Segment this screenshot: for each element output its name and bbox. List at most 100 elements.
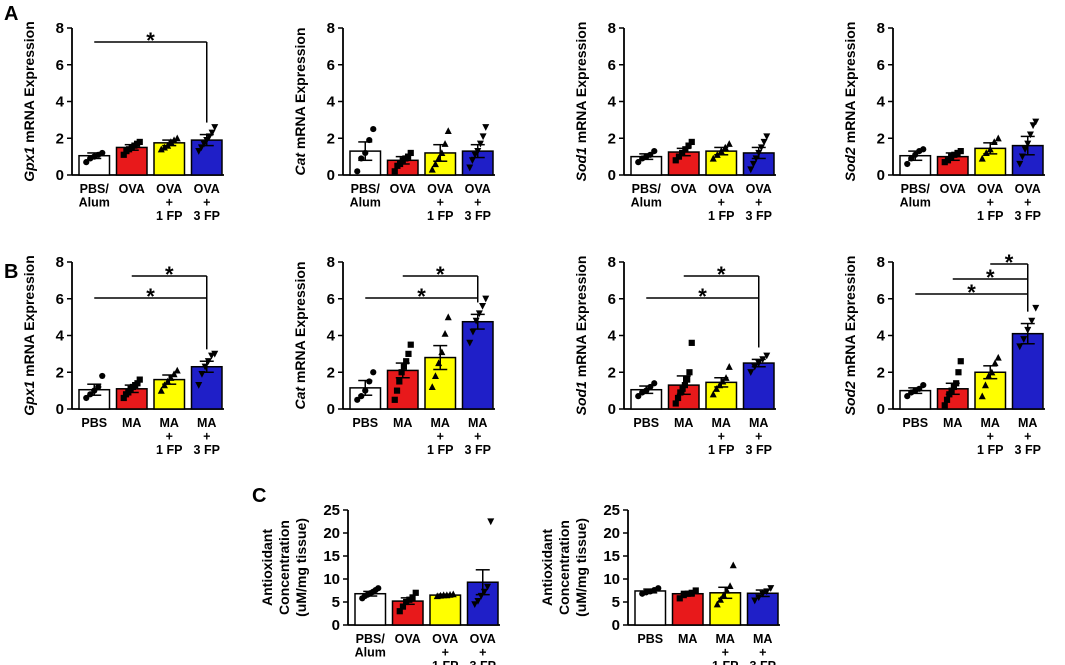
a3-data-point [688, 138, 695, 146]
b1-data-point [160, 381, 168, 389]
a1-data-point [160, 143, 168, 151]
a3-y-label-suffix: mRNA Expression [573, 22, 589, 148]
b4-bar [1011, 332, 1044, 410]
c2-category-label: PBS [637, 632, 663, 646]
b4-y-tick-label: 8 [877, 254, 885, 271]
a3-data-point [752, 155, 760, 163]
c1-category-label: OVA [432, 632, 458, 646]
b2-data-point [400, 363, 407, 370]
b4-category-label: MA [981, 416, 1000, 430]
a2-data-point [468, 157, 476, 164]
c2-y-tick-label: 5 [612, 594, 620, 611]
a3-gene-name: Sod1 [573, 147, 589, 181]
c1-category-label: 1 FP [432, 659, 458, 665]
b4-data-point [953, 380, 960, 387]
b1-category-label: PBS [81, 416, 107, 430]
c2-y-axis-label-line: (uM/mg tissue) [573, 518, 589, 617]
b1-data-point [201, 363, 209, 371]
b2-y-axis-label: Cat mRNA Expression [292, 261, 308, 409]
a4-category-label: + [987, 196, 994, 210]
a3-category-label: PBS/ [632, 182, 662, 196]
b2-data-point [466, 339, 474, 347]
b4-data-point [950, 383, 957, 391]
a1-data-point [120, 151, 127, 158]
c2-data-point [726, 582, 734, 589]
b4-gene-name: Sod2 [842, 381, 858, 415]
a4-category-label: 3 FP [1015, 209, 1041, 223]
a1-data-point [203, 136, 211, 144]
b3-sig-star: * [717, 262, 726, 287]
c2-data-point [692, 587, 699, 594]
c1-category-label: PBS/ [356, 632, 386, 646]
b4-y-tick-label: 0 [877, 401, 885, 418]
a1-category-label: 1 FP [156, 209, 182, 223]
a1-data-point [167, 138, 175, 146]
c2-y-tick-label: 15 [603, 548, 620, 565]
a2-data-point [396, 160, 404, 168]
b3-gene-name: Sod1 [573, 381, 589, 415]
a4-y-tick-label: 6 [877, 57, 885, 74]
c1-y-axis-label-line: (uM/mg tissue) [293, 518, 309, 617]
a3-data-point [675, 153, 683, 160]
b2-y-tick-label: 8 [327, 254, 335, 271]
a4-category-label: PBS/ [901, 182, 931, 196]
b4-y-tick-label: 4 [877, 328, 886, 345]
c1-data-point [480, 588, 488, 596]
b3-data-point [712, 385, 720, 392]
b3-y-axis-label: Sod1 mRNA Expression [573, 256, 589, 416]
c1-category-label: + [442, 646, 449, 660]
b1-y-label-suffix: mRNA Expression [21, 255, 37, 381]
b3-category-label: + [718, 430, 725, 444]
b1-data-point [99, 372, 106, 380]
a2-data-point [438, 149, 446, 157]
c2-y-axis-label-line: Concentration [556, 520, 572, 615]
a4-category-label: OVA [940, 182, 966, 196]
a4-data-point [994, 134, 1002, 142]
a1-data-point [157, 145, 165, 153]
c2-data-point [680, 592, 687, 599]
b4-data-point [920, 382, 927, 389]
a1-sig-star: * [146, 28, 155, 53]
b2-category-label: MA [431, 416, 450, 430]
b3-data-point [755, 359, 763, 367]
a3-y-tick-label: 6 [608, 57, 616, 74]
b4-data-point [946, 391, 953, 398]
b3-data-point [677, 389, 684, 396]
a2-category-label: OVA [465, 182, 491, 196]
b2-data-point [405, 350, 412, 357]
c2-data-point [713, 600, 721, 608]
b2-data-point [396, 378, 403, 385]
b4-data-point [955, 369, 962, 376]
c1-data-point [375, 585, 382, 592]
a2-data-point [362, 149, 369, 157]
b3-data-point [651, 380, 658, 387]
a2-data-point [466, 164, 474, 172]
b2-data-point [354, 396, 361, 403]
a3-category-label: OVA [746, 182, 772, 196]
a4-y-tick-label: 4 [877, 94, 886, 111]
b1-y-tick-label: 6 [56, 291, 64, 308]
a3-y-tick-label: 2 [608, 130, 616, 147]
a3-data-point [672, 157, 679, 164]
c1-y-tick-label: 25 [323, 502, 340, 519]
a4-bar [1011, 144, 1044, 176]
a4-category-label: OVA [977, 182, 1003, 196]
a4-data-point [944, 157, 952, 164]
b2-category-label: 1 FP [427, 443, 453, 457]
b1-data-point [83, 394, 90, 402]
b4-y-tick-label: 6 [877, 291, 885, 308]
a3-category-label: OVA [708, 182, 734, 196]
a2-data-point [476, 140, 484, 148]
b4-data-point [991, 359, 999, 367]
b2-y-tick-label: 6 [327, 291, 335, 308]
b2-data-point [435, 359, 443, 367]
c1-data-point [449, 590, 457, 598]
b1-data-point [167, 374, 175, 381]
c1-category-label: OVA [470, 632, 496, 646]
c2-category-label: + [722, 646, 729, 660]
a2-data-point [391, 168, 398, 175]
b3-data-point [643, 387, 650, 394]
b3-y-tick-label: 8 [608, 254, 616, 271]
a1-data-point [164, 141, 172, 149]
b1-category-label: + [203, 430, 210, 444]
